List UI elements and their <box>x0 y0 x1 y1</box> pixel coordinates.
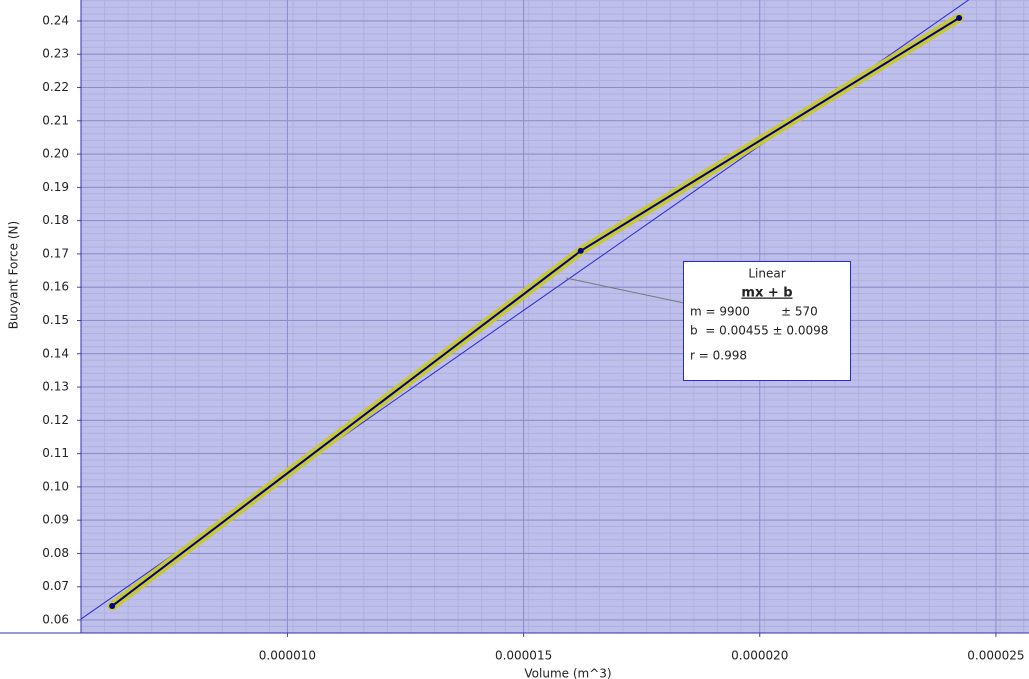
y-tick-label: 0.19 <box>42 180 69 194</box>
data-point <box>109 603 116 610</box>
annotation-slope: m = 9900 <box>690 305 750 319</box>
y-tick-label: 0.24 <box>42 13 69 27</box>
y-tick-label: 0.10 <box>42 479 69 493</box>
y-tick-label: 0.18 <box>42 213 69 227</box>
y-tick-label: 0.07 <box>42 579 69 593</box>
y-tick-label: 0.12 <box>42 413 69 427</box>
annotation-correlation: r = 0.998 <box>690 349 747 363</box>
x-tick-label: 0.000020 <box>731 649 788 663</box>
y-tick-label: 0.22 <box>42 80 69 94</box>
y-tick-label: 0.20 <box>42 147 69 161</box>
y-tick-label: 0.11 <box>42 446 69 460</box>
x-tick-label: 0.000010 <box>259 649 316 663</box>
y-tick-label: 0.16 <box>42 280 69 294</box>
data-point <box>577 247 584 254</box>
x-axis-title: Volume (m^3) <box>524 667 611 679</box>
y-tick-label: 0.17 <box>42 246 69 260</box>
y-tick-label: 0.23 <box>42 47 69 61</box>
y-tick-label: 0.13 <box>42 380 69 394</box>
annotation-slope-error: ± 570 <box>781 305 818 319</box>
annotation-intercept: b = 0.00455 ± 0.0098 <box>690 324 828 338</box>
x-tick-label: 0.000015 <box>495 649 552 663</box>
y-axis-title: Buoyant Force (N) <box>7 221 21 329</box>
y-tick-label: 0.15 <box>42 313 69 327</box>
annotation-leader <box>565 277 685 304</box>
x-tick-label: 0.000025 <box>967 649 1024 663</box>
plot-area <box>81 0 1029 633</box>
annotation-formula: mx + b <box>741 286 792 301</box>
annotation-title: Linear <box>748 267 785 281</box>
y-tick-label: 0.09 <box>42 513 69 527</box>
annotation-box <box>683 261 851 381</box>
y-tick-label: 0.21 <box>42 113 69 127</box>
y-tick-label: 0.08 <box>42 546 69 560</box>
data-point <box>956 14 963 21</box>
y-tick-label: 0.14 <box>42 346 69 360</box>
y-tick-label: 0.06 <box>42 613 69 627</box>
